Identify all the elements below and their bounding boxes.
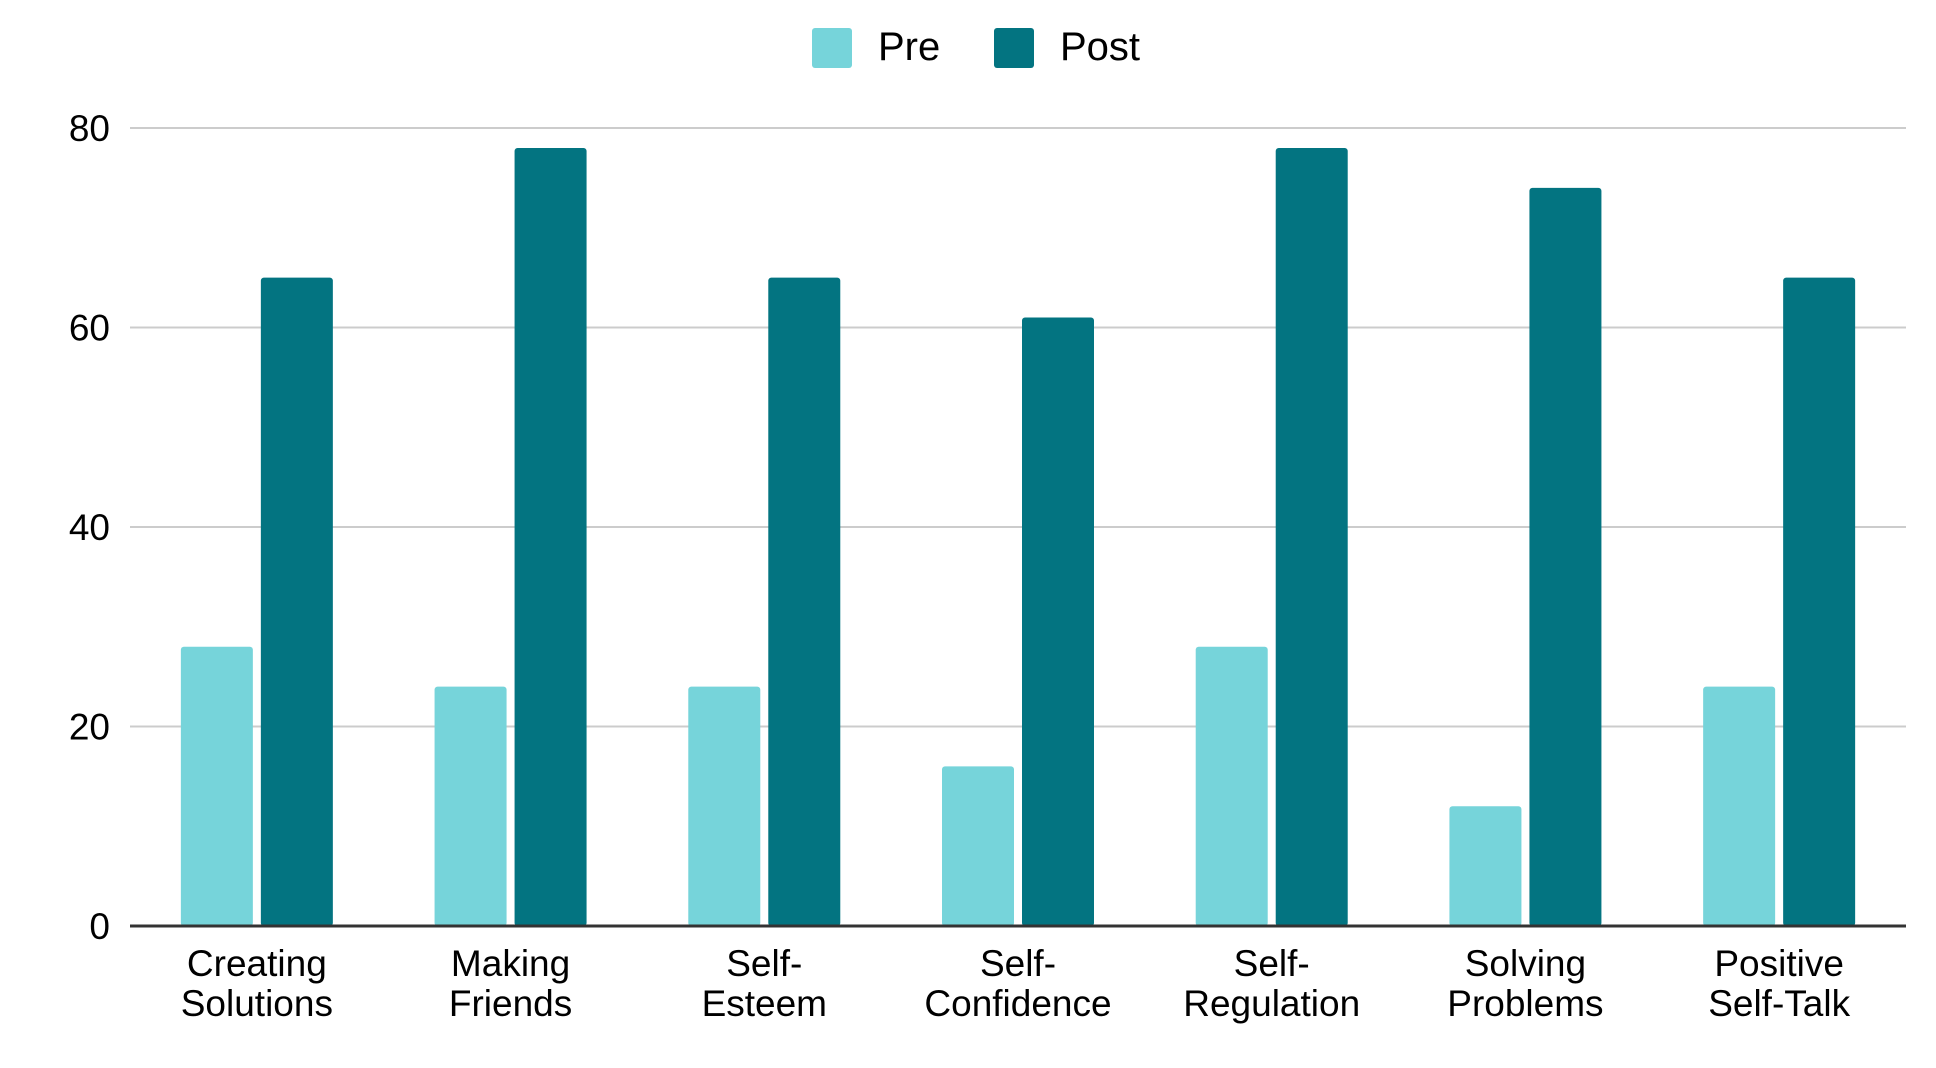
bar-pre-5 xyxy=(1449,806,1522,926)
y-axis-ticks: 0 20 40 60 80 xyxy=(69,108,110,947)
bar-post-5 xyxy=(1529,187,1602,927)
x-tick-label: Esteem xyxy=(702,983,827,1024)
x-tick-label: Solutions xyxy=(181,983,333,1024)
bar-post-0 xyxy=(260,277,333,926)
x-tick-label: Making xyxy=(451,943,570,984)
x-tick-label: Self- xyxy=(1234,943,1310,984)
x-tick-label: Self-Talk xyxy=(1708,983,1850,1024)
x-tick-label: Self- xyxy=(980,943,1056,984)
bar-pre-3 xyxy=(942,766,1014,926)
bar-pre-2 xyxy=(688,686,761,926)
bar-post-2 xyxy=(768,277,841,926)
x-tick-label: Creating xyxy=(187,943,327,984)
x-tick-label: Problems xyxy=(1447,983,1603,1024)
bar-pre-1 xyxy=(434,686,507,926)
x-axis-labels: CreatingSolutionsMakingFriendsSelf-Estee… xyxy=(181,943,1851,1024)
y-tick-label: 60 xyxy=(69,308,110,349)
bar-post-3 xyxy=(1022,317,1094,926)
bar-post-6 xyxy=(1783,277,1856,926)
y-tick-label: 80 xyxy=(69,108,110,149)
legend-label-post: Post xyxy=(1060,25,1140,69)
y-tick-label: 0 xyxy=(89,906,110,947)
y-tick-label: 20 xyxy=(69,707,110,748)
bars xyxy=(180,147,1856,927)
legend-label-pre: Pre xyxy=(878,25,940,69)
bar-post-1 xyxy=(514,147,587,926)
legend-swatch-pre xyxy=(812,28,852,68)
x-tick-label: Friends xyxy=(449,983,572,1024)
x-tick-label: Self- xyxy=(726,943,802,984)
legend-swatch-post xyxy=(994,28,1034,68)
x-tick-label: Solving xyxy=(1465,943,1586,984)
x-tick-label: Regulation xyxy=(1183,983,1360,1024)
bar-pre-4 xyxy=(1195,646,1268,926)
bar-pre-6 xyxy=(1703,686,1776,926)
gridlines xyxy=(130,127,1906,728)
x-tick-label: Positive xyxy=(1714,943,1844,984)
y-tick-label: 40 xyxy=(69,507,110,548)
legend: Pre Post xyxy=(812,25,1140,69)
bar-pre-0 xyxy=(180,646,253,926)
x-tick-label: Confidence xyxy=(924,983,1111,1024)
bar-post-4 xyxy=(1275,147,1348,926)
